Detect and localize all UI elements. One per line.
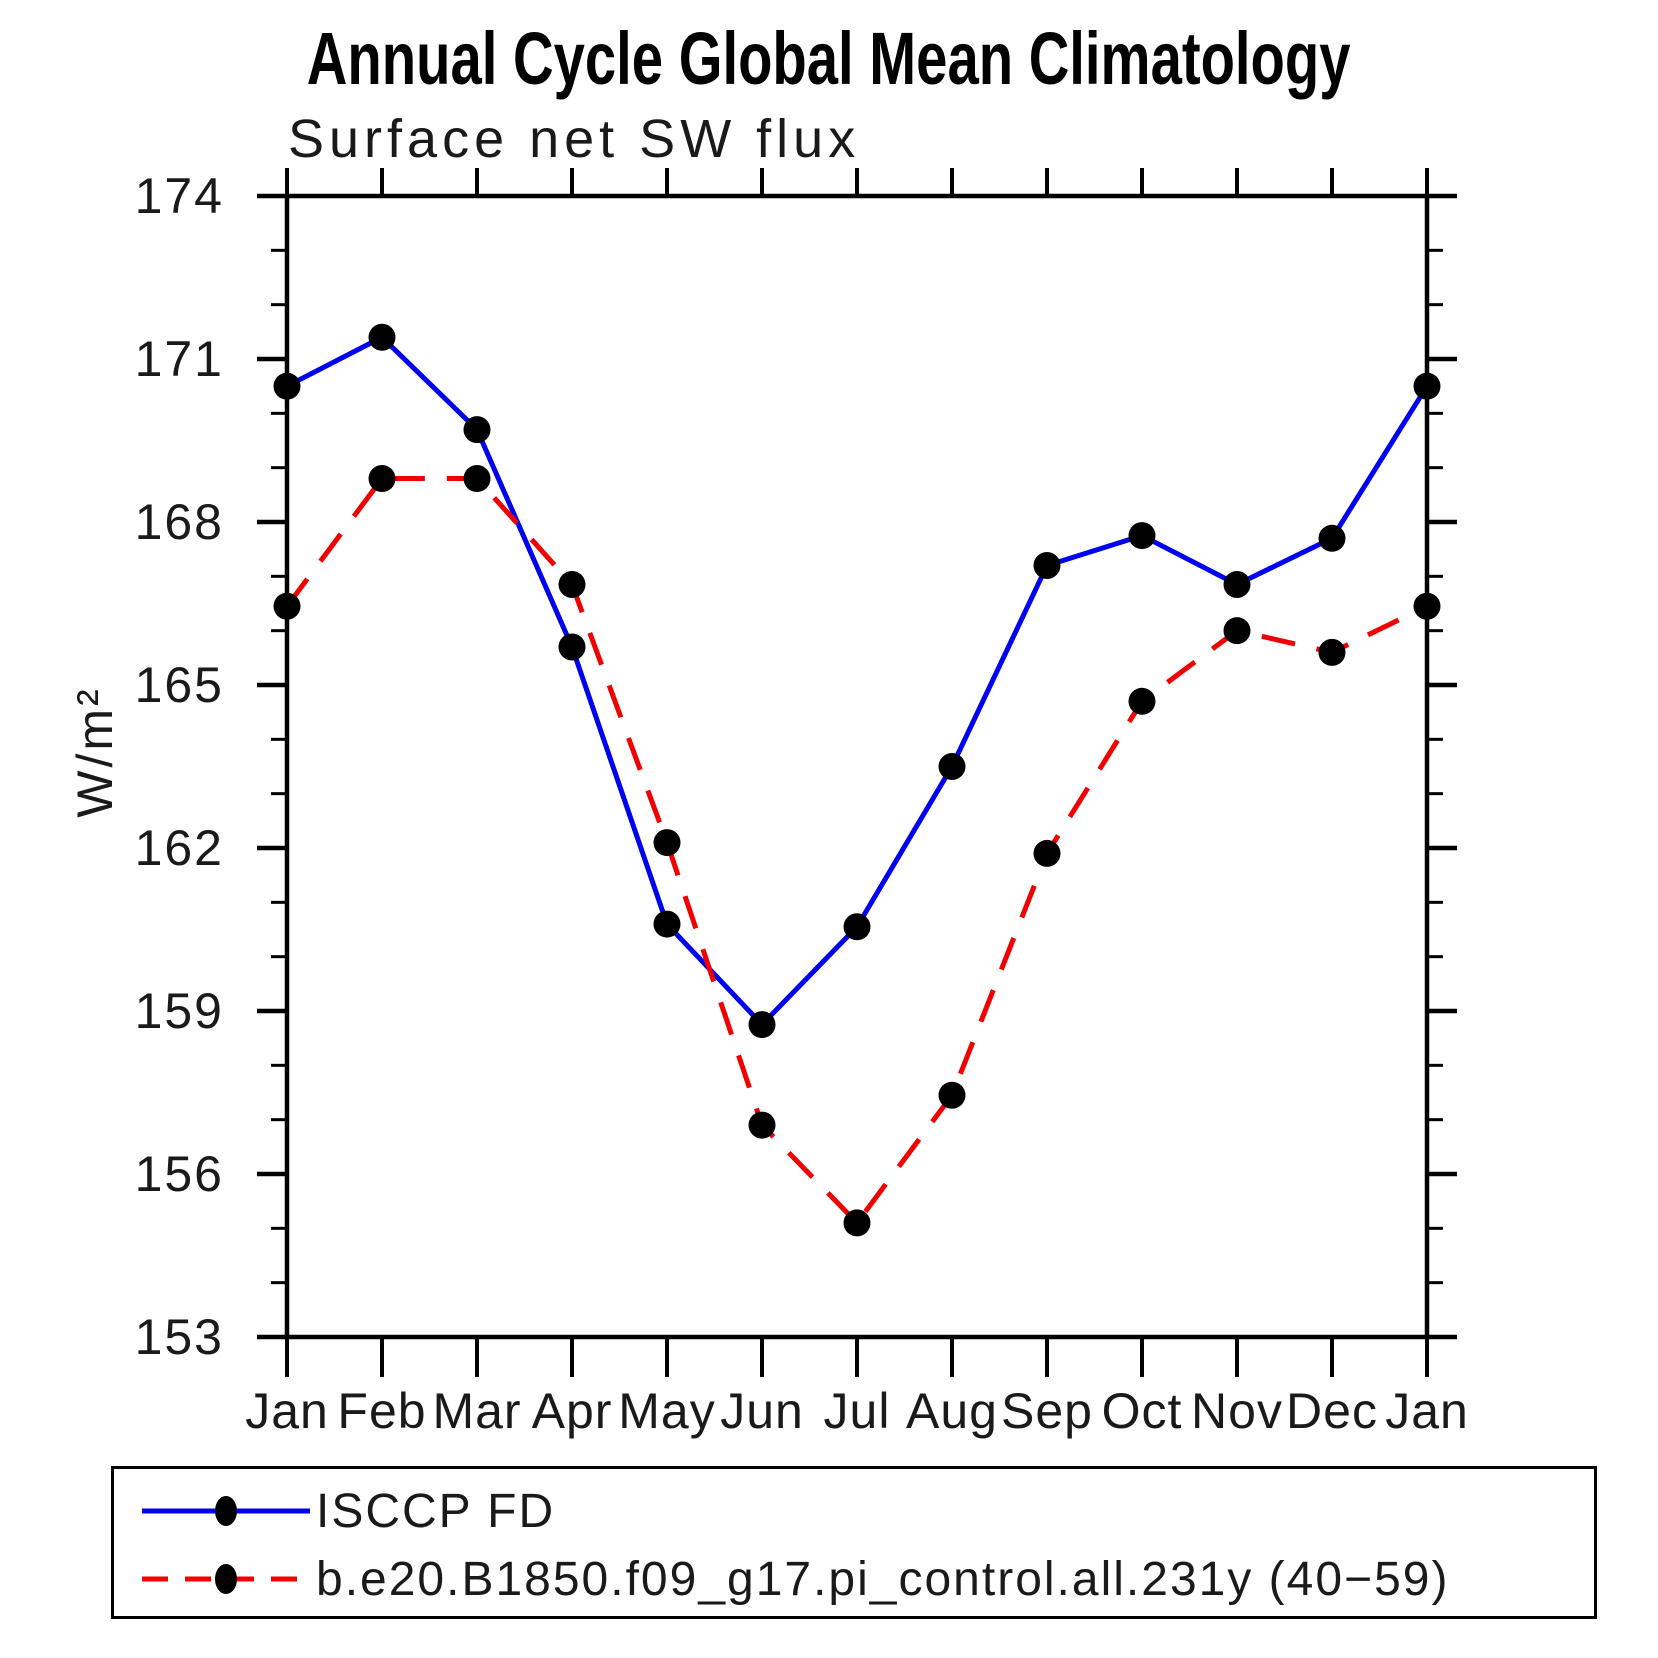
- chart-subtitle: Surface net SW flux: [288, 109, 861, 169]
- y-tick-label: 168: [134, 494, 224, 550]
- x-tick-label: Oct: [1101, 1383, 1183, 1439]
- chart-title: Annual Cycle Global Mean Climatology: [307, 17, 1351, 100]
- x-tick-label: Jan: [1385, 1383, 1469, 1439]
- x-tick-label: Feb: [337, 1383, 427, 1439]
- data-point-marker: [938, 753, 966, 780]
- legend-label-isccp: ISCCP FD: [316, 1484, 556, 1538]
- x-tick-label: Jul: [823, 1383, 891, 1439]
- data-point-marker: [843, 913, 871, 941]
- legend-box: ISCCP FD b.e20.B1850.f09_g17.pi_control.…: [111, 1466, 1597, 1619]
- data-point-marker: [843, 1209, 871, 1237]
- chart-title-wrap: Annual Cycle Global Mean Climatology: [0, 16, 1658, 101]
- data-point-marker: [938, 1081, 966, 1109]
- y-tick-label: 159: [134, 983, 224, 1039]
- y-tick-label: 174: [134, 168, 224, 224]
- data-point-marker: [1033, 551, 1061, 579]
- data-point-marker: [1223, 570, 1251, 598]
- y-tick-label: 162: [134, 820, 224, 876]
- data-point-marker: [463, 416, 491, 444]
- x-tick-label: Apr: [531, 1383, 613, 1439]
- x-tick-label: Dec: [1286, 1383, 1378, 1439]
- data-point-marker: [1413, 592, 1441, 620]
- data-point-marker: [558, 570, 586, 598]
- data-point-marker: [1413, 372, 1441, 400]
- legend-swatch-dashed-line-icon: [142, 1564, 310, 1594]
- legend-swatch-solid-line-icon: [142, 1496, 310, 1526]
- series-line-1: [284, 476, 1429, 1226]
- data-point-marker: [463, 465, 491, 493]
- data-point-marker: [653, 829, 681, 857]
- y-tick-label: 153: [134, 1309, 224, 1365]
- plot-frame: [284, 193, 1430, 1340]
- x-tick-label: Jan: [245, 1383, 329, 1439]
- y-tick-label: 156: [134, 1146, 224, 1202]
- data-point-marker: [1318, 638, 1346, 666]
- data-point-marker: [558, 633, 586, 661]
- data-point-marker: [748, 1111, 776, 1139]
- x-tick-label: Mar: [432, 1383, 522, 1439]
- data-point-marker: [748, 1011, 776, 1039]
- data-point-marker: [368, 465, 396, 493]
- x-tick-label: Aug: [906, 1383, 998, 1439]
- legend-entry-model: b.e20.B1850.f09_g17.pi_control.all.231y …: [138, 1549, 1449, 1609]
- data-point-marker: [1223, 617, 1251, 645]
- data-point-marker: [1318, 524, 1346, 552]
- y-tick-label: 165: [134, 657, 224, 713]
- data-point-marker: [653, 910, 681, 938]
- data-point-marker: [273, 592, 301, 620]
- x-tick-label: Nov: [1191, 1383, 1283, 1439]
- y-tick-label: 171: [134, 331, 224, 387]
- legend-entry-isccp: ISCCP FD: [138, 1481, 555, 1541]
- x-tick-label: May: [618, 1383, 716, 1439]
- data-point-marker: [1128, 687, 1156, 715]
- x-tick-label: Jun: [720, 1383, 804, 1439]
- data-point-marker: [1033, 839, 1061, 867]
- x-tick-label: Sep: [1001, 1383, 1093, 1439]
- data-point-marker: [1128, 522, 1156, 550]
- legend-label-model: b.e20.B1850.f09_g17.pi_control.all.231y …: [316, 1552, 1450, 1606]
- data-point-marker: [273, 372, 301, 400]
- data-point-marker: [368, 323, 396, 351]
